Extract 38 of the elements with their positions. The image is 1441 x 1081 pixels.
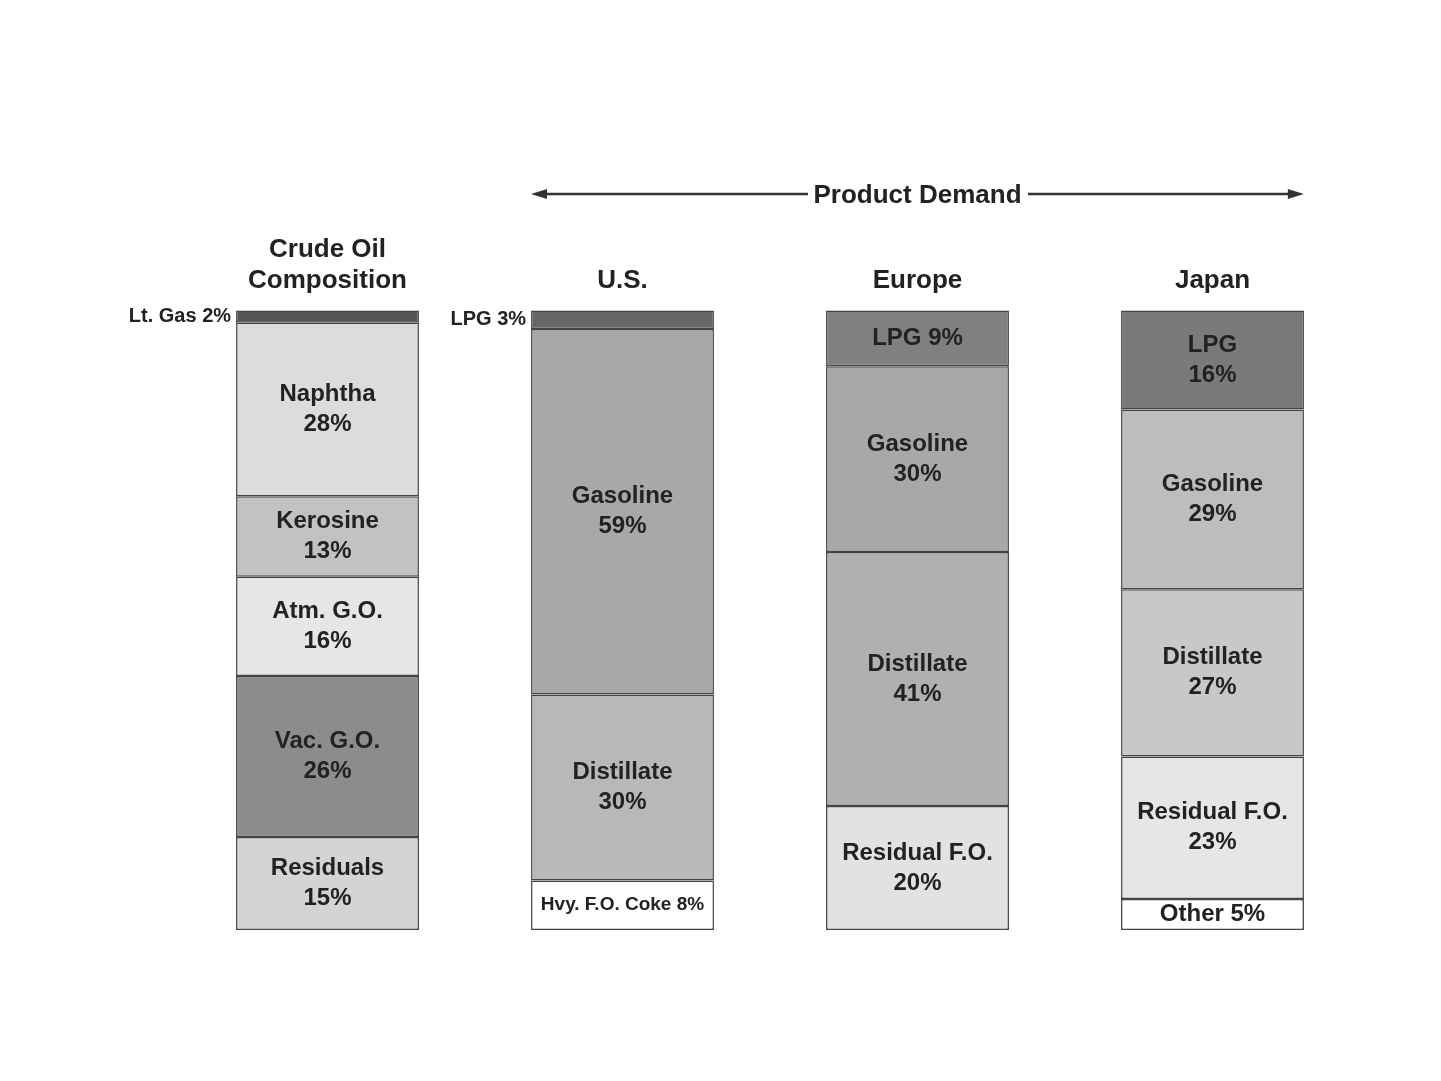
x-tick-label: U.S. (597, 263, 648, 294)
text: Distillate (867, 648, 968, 676)
data-label: 23% (1188, 827, 1237, 855)
data-label: 13% (303, 536, 352, 564)
text: Product Demand (807, 178, 1028, 210)
series-label: Distillate (572, 757, 673, 785)
text: Hvy. F.O. Coke 8% (540, 893, 705, 915)
data-label: 26% (303, 756, 352, 784)
series-label: Vac. G.O. (274, 726, 381, 754)
text: LPG 3% (450, 307, 527, 330)
data-label: 30% (893, 458, 942, 486)
data-label: 20% (893, 867, 942, 895)
data-label: 41% (893, 678, 942, 706)
data-label: 27% (1188, 672, 1237, 700)
x-tick-label: Crude Oil Composition (248, 232, 407, 294)
x-tick-label: Europe (872, 263, 963, 294)
data-label: 59% (598, 511, 647, 539)
series-label: LPG (1187, 329, 1238, 357)
x-tick-label: Japan (1174, 263, 1251, 294)
data-label: 28% (303, 409, 352, 437)
text: Residual F.O. (1137, 797, 1288, 825)
series-label: Kerosine (276, 506, 379, 534)
data-label: 15% (303, 883, 352, 911)
series-label: Naphtha (279, 379, 377, 407)
data-label: 29% (1188, 499, 1237, 526)
series-label: Residuals (270, 853, 385, 881)
text: Distillate (1162, 642, 1263, 670)
text: Gasoline (1161, 469, 1264, 496)
text: LPG 9% (872, 322, 963, 350)
series-label: Gasoline (571, 481, 674, 509)
series-label: Atm. G.O. (272, 596, 383, 624)
series-label: Residual F.O. (842, 837, 993, 865)
data-label: 30% (598, 787, 647, 815)
data-label: 16% (303, 626, 352, 654)
text: Gasoline (866, 428, 969, 456)
text: Other 5% (1159, 899, 1266, 927)
data-label: 16% (1188, 359, 1237, 387)
text: Lt. Gas 2% (128, 304, 232, 327)
